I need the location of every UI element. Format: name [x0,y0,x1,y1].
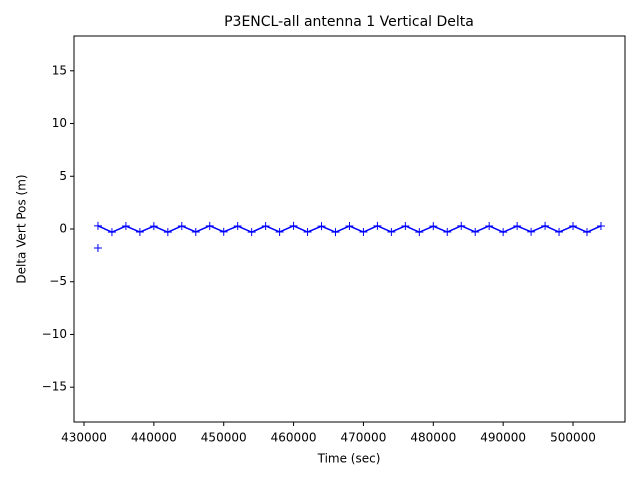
data-point [582,228,591,237]
data-point [191,227,200,236]
data-point [93,221,102,230]
x-tick-label: 450000 [201,431,247,445]
data-point [331,228,340,237]
data-point [317,222,326,231]
x-tick-label: 460000 [271,431,317,445]
data-point [289,221,298,230]
data-point [499,228,508,237]
y-tick-label: −5 [49,274,67,288]
data-point [429,222,438,231]
data-point [303,228,312,237]
data-point [121,222,130,231]
y-axis-label: Delta Vert Pos (m) [15,174,29,283]
data-point [471,227,480,236]
data-point [163,228,172,237]
data-point [135,228,144,237]
data-point [93,243,102,252]
data-point [359,228,368,237]
data-point [401,221,410,230]
plot-frame [73,35,626,423]
data-point [177,221,186,230]
data-point [261,221,270,230]
y-tick-label: 15 [52,63,67,77]
x-tick-label: 480000 [410,431,456,445]
data-point [233,222,242,231]
data-point [275,227,284,236]
y-tick-label: 0 [59,222,67,236]
data-point [149,222,158,231]
data-point [443,228,452,237]
data-point [387,227,396,236]
x-tick-label: 490000 [480,431,526,445]
x-tick-label: 430000 [61,431,107,445]
data-point [415,228,424,237]
x-tick-label: 470000 [341,431,387,445]
data-point [555,228,564,237]
data-point [596,221,605,230]
data-point [107,228,116,237]
y-tick-label: −10 [42,327,67,341]
x-tick-label: 440000 [131,431,177,445]
data-point [345,222,354,231]
chart-title: P3ENCL-all antenna 1 Vertical Delta [224,14,474,30]
data-point [247,228,256,237]
data-point [513,222,522,231]
data-point [569,222,578,231]
y-tick-label: 10 [52,116,67,130]
data-point [527,227,536,236]
x-axis-label: Time (sec) [317,452,381,466]
data-point [541,221,550,230]
x-tick-label: 500000 [550,431,596,445]
data-point [485,221,494,230]
data-point [373,221,382,230]
data-point [205,221,214,230]
y-tick-label: −15 [42,380,67,394]
data-point [457,221,466,230]
y-tick-label: 5 [59,169,67,183]
data-point [219,227,228,236]
